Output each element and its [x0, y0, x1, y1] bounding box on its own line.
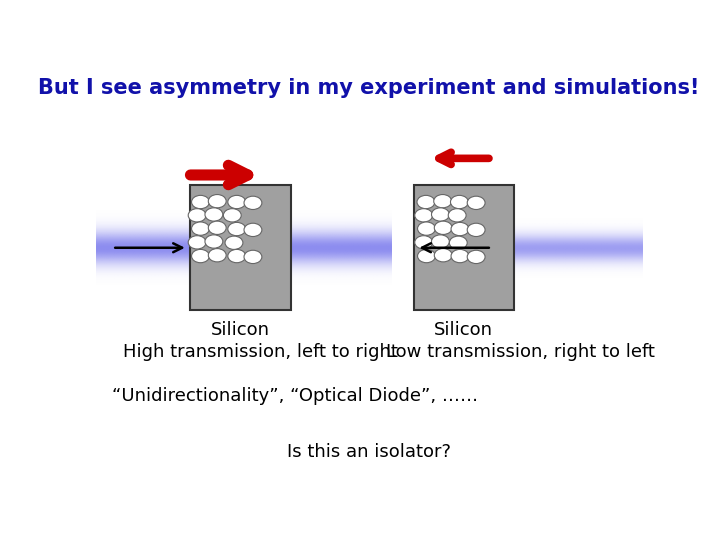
Circle shape: [192, 222, 210, 235]
Circle shape: [208, 221, 226, 234]
Circle shape: [449, 236, 467, 249]
Circle shape: [415, 208, 433, 222]
Circle shape: [208, 194, 226, 208]
Circle shape: [467, 223, 485, 237]
Text: Silicon: Silicon: [434, 321, 493, 339]
Circle shape: [451, 249, 469, 263]
Circle shape: [228, 222, 246, 235]
Circle shape: [434, 221, 452, 234]
Text: But I see asymmetry in my experiment and simulations!: But I see asymmetry in my experiment and…: [38, 78, 700, 98]
Circle shape: [244, 223, 262, 237]
Text: Low transmission, right to left: Low transmission, right to left: [386, 343, 654, 361]
Circle shape: [417, 195, 435, 208]
Circle shape: [451, 222, 469, 235]
Circle shape: [415, 235, 433, 249]
Bar: [414, 185, 514, 310]
Circle shape: [208, 248, 226, 262]
Circle shape: [223, 208, 241, 222]
Bar: [190, 185, 291, 310]
Circle shape: [192, 249, 210, 263]
Circle shape: [451, 195, 468, 208]
Circle shape: [433, 194, 451, 208]
Circle shape: [188, 208, 206, 222]
Circle shape: [228, 249, 246, 263]
Circle shape: [431, 208, 449, 221]
Circle shape: [434, 248, 452, 262]
Circle shape: [244, 196, 262, 210]
Circle shape: [205, 235, 222, 248]
Circle shape: [205, 208, 222, 221]
Text: “Unidirectionality”, “Optical Diode”, ……: “Unidirectionality”, “Optical Diode”, ……: [112, 387, 479, 405]
Circle shape: [192, 195, 210, 208]
Circle shape: [449, 208, 466, 222]
Text: Is this an isolator?: Is this an isolator?: [287, 443, 451, 461]
Circle shape: [188, 235, 206, 249]
Circle shape: [418, 222, 436, 235]
Circle shape: [431, 235, 449, 248]
Text: High transmission, left to right: High transmission, left to right: [124, 343, 398, 361]
Text: Silicon: Silicon: [211, 321, 270, 339]
Circle shape: [244, 250, 262, 264]
Circle shape: [467, 250, 485, 264]
Circle shape: [418, 249, 436, 263]
Circle shape: [467, 196, 485, 210]
Circle shape: [225, 236, 243, 249]
Circle shape: [228, 195, 246, 208]
